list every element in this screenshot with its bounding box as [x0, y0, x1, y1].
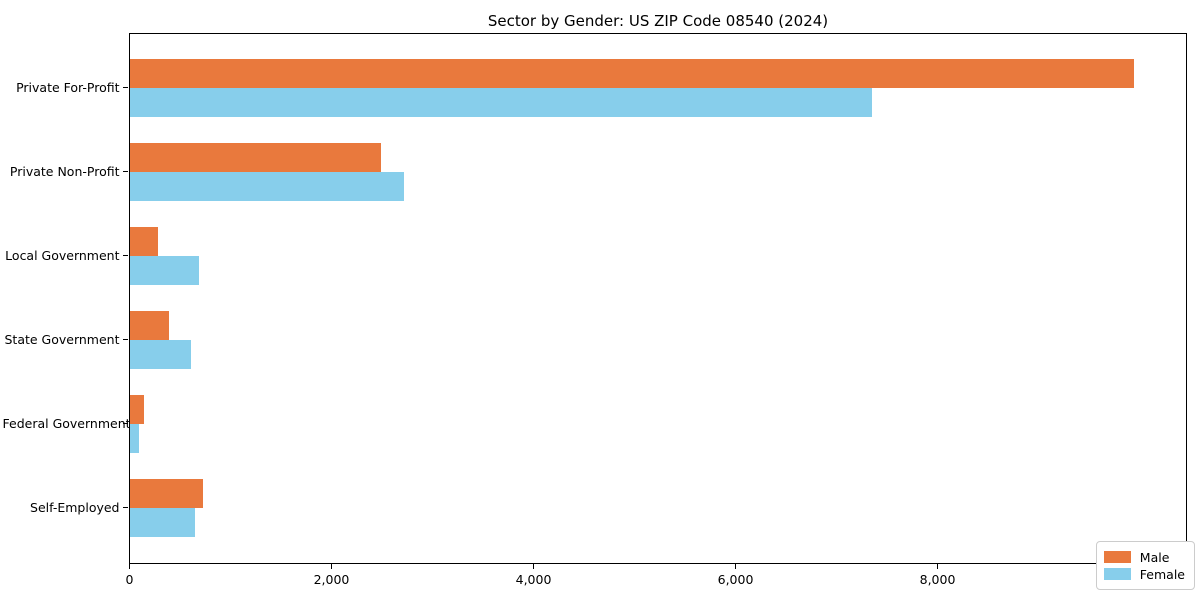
x-axis-tick — [532, 564, 535, 569]
y-axis-category-label: Local Government — [5, 247, 120, 263]
bar-male — [129, 142, 381, 172]
y-axis-tick — [122, 254, 128, 257]
legend-label-male: Male — [1139, 549, 1170, 565]
bar-male — [129, 478, 204, 508]
bar-female — [129, 339, 192, 369]
chart-title: Sector by Gender: US ZIP Code 08540 (202… — [487, 12, 829, 30]
bar-female — [129, 255, 200, 285]
x-axis-tick-label: 0 — [125, 571, 134, 587]
x-axis-tick — [128, 564, 131, 569]
bar-female — [129, 171, 405, 201]
y-axis-category-label: State Government — [4, 331, 120, 347]
bar-male — [129, 58, 1135, 88]
y-axis-category-label: Private Non-Profit — [9, 163, 120, 179]
x-axis-tick-label: 4,000 — [515, 571, 552, 587]
legend: Male Female — [1095, 541, 1195, 590]
x-axis-tick-label: 8,000 — [919, 571, 956, 587]
x-axis-tick-label: 6,000 — [717, 571, 754, 587]
x-axis-tick — [936, 564, 939, 569]
y-axis-tick — [122, 506, 128, 509]
y-axis-tick — [122, 338, 128, 341]
legend-swatch-male — [1103, 551, 1131, 563]
legend-swatch-female — [1103, 568, 1131, 580]
x-axis-tick — [330, 564, 333, 569]
y-axis-tick — [122, 422, 128, 425]
legend-entry-male: Male — [1103, 549, 1185, 565]
bar-female — [129, 87, 872, 117]
y-axis-category-label: Federal Government — [2, 415, 131, 431]
y-axis-category-label: Self-Employed — [30, 499, 120, 515]
plot-area: Private For-Profit Private Non-Profit Loca… — [3, 32, 1187, 587]
bar-female — [129, 507, 196, 537]
bar-male — [129, 394, 144, 424]
x-axis-tick-label: 2,000 — [313, 571, 350, 587]
x-axis-tick — [734, 564, 737, 569]
legend-label-female: Female — [1139, 566, 1185, 582]
y-axis-category-label: Private For-Profit — [16, 79, 120, 95]
y-axis-tick — [122, 170, 128, 173]
legend-entry-female: Female — [1103, 566, 1185, 582]
y-axis-tick — [122, 86, 128, 89]
bar-male — [129, 226, 158, 256]
bar-male — [129, 310, 169, 340]
bar-female — [129, 423, 139, 453]
